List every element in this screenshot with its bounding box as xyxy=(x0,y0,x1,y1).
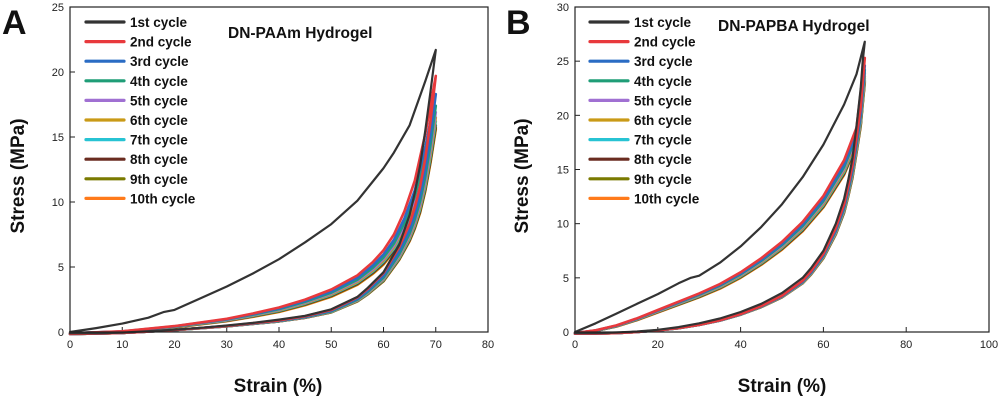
legend-label-b-5: 5th cycle xyxy=(634,93,692,108)
x-tick-label: 100 xyxy=(980,339,998,351)
y-axis-label-b: Stress (MPa) xyxy=(512,118,533,233)
panel-a: A Stress (MPa) Strain (%) DN-PAAm Hydrog… xyxy=(2,2,494,397)
series-line-a-1 xyxy=(68,48,437,335)
y-tick-label: 30 xyxy=(557,2,569,14)
series-line-b-1 xyxy=(573,40,866,335)
legend-b: 1st cycle 2nd cycle 3rd cycle 4th cycle 5th … xyxy=(588,15,700,206)
x-tick-label: 80 xyxy=(482,339,494,351)
x-tick-label: 20 xyxy=(652,339,664,351)
x-tick-label: 0 xyxy=(572,339,578,351)
x-tick-label: 30 xyxy=(221,339,233,351)
x-tick-label: 50 xyxy=(325,339,337,351)
y-tick-label: 20 xyxy=(52,67,64,79)
y-tick-label: 5 xyxy=(58,262,64,274)
y-axis-label-a: Stress (MPa) xyxy=(8,118,29,233)
legend-label-a-8: 8th cycle xyxy=(130,152,188,167)
chart-title-a: DN-PAAm Hydrogel xyxy=(228,25,372,42)
legend-label-a-5: 5th cycle xyxy=(130,93,188,108)
panel-letter-a: A xyxy=(2,4,27,42)
x-axis-label-b: Strain (%) xyxy=(738,376,827,397)
x-tick-label: 80 xyxy=(900,339,912,351)
x-axis-label-a: Strain (%) xyxy=(234,376,323,397)
y-tick-label: 15 xyxy=(557,165,569,177)
panel-letter-b: B xyxy=(506,4,531,42)
legend-label-b-6: 6th cycle xyxy=(634,113,692,128)
curves-b xyxy=(573,40,867,335)
legend-label-a-1: 1st cycle xyxy=(130,15,188,30)
legend-label-b-9: 9th cycle xyxy=(634,172,692,187)
ticks-a: 0 10 20 30 40 50 60 70 80 0 5 10 15 20 25 xyxy=(52,2,494,351)
y-tick-label: 15 xyxy=(52,132,64,144)
legend-label-a-10: 10th cycle xyxy=(130,191,196,206)
legend-label-b-1: 1st cycle xyxy=(634,15,692,30)
legend-label-a-9: 9th cycle xyxy=(130,172,188,187)
plot-frame-b xyxy=(574,6,990,333)
series-line-b-2 xyxy=(573,56,867,335)
legend-label-b-10: 10th cycle xyxy=(634,191,700,206)
x-tick-label: 10 xyxy=(116,339,128,351)
x-tick-label: 40 xyxy=(273,339,285,351)
y-tick-label: 25 xyxy=(52,2,64,14)
y-tick-label: 25 xyxy=(557,56,569,68)
x-tick-label: 40 xyxy=(734,339,746,351)
x-tick-label: 70 xyxy=(430,339,442,351)
legend-label-b-8: 8th cycle xyxy=(634,152,692,167)
y-tick-label: 0 xyxy=(563,327,569,339)
legend-a: 1st cycle 2nd cycle 3rd cycle 4th cycle 5th … xyxy=(84,15,196,206)
x-tick-label: 0 xyxy=(67,339,73,351)
legend-label-b-2: 2nd cycle xyxy=(634,35,696,50)
legend-label-b-4: 4th cycle xyxy=(634,74,692,89)
y-tick-label: 0 xyxy=(58,327,64,339)
y-tick-label: 20 xyxy=(557,110,569,122)
legend-label-a-3: 3rd cycle xyxy=(130,54,189,69)
y-tick-label: 10 xyxy=(52,197,64,209)
y-tick-label: 5 xyxy=(563,273,569,285)
legend-label-a-4: 4th cycle xyxy=(130,74,188,89)
panel-b: B Stress (MPa) Strain (%) DN-PAPBA Hydro… xyxy=(506,2,998,397)
legend-label-a-6: 6th cycle xyxy=(130,113,188,128)
x-tick-label: 60 xyxy=(817,339,829,351)
x-tick-label: 20 xyxy=(168,339,180,351)
ticks-b: 0 20 40 60 80 100 0 5 10 15 20 25 30 xyxy=(557,2,998,351)
chart-title-b: DN-PAPBA Hydrogel xyxy=(718,18,870,35)
x-tick-label: 60 xyxy=(377,339,389,351)
legend-label-a-2: 2nd cycle xyxy=(130,35,192,50)
y-tick-label: 10 xyxy=(557,219,569,231)
legend-label-b-7: 7th cycle xyxy=(634,133,692,148)
plot-frame-a xyxy=(69,6,489,333)
curves-a xyxy=(68,48,438,336)
legend-label-b-3: 3rd cycle xyxy=(634,54,693,69)
legend-label-a-7: 7th cycle xyxy=(130,133,188,148)
